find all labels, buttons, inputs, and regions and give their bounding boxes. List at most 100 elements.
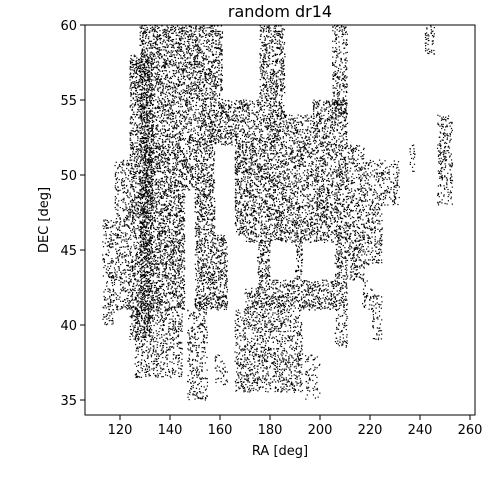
scatter-point bbox=[182, 266, 184, 269]
scatter-point bbox=[134, 199, 136, 201]
scatter-point bbox=[183, 55, 185, 57]
scatter-point bbox=[196, 189, 198, 191]
scatter-point bbox=[164, 155, 166, 157]
scatter-point bbox=[146, 195, 148, 197]
scatter-point bbox=[198, 218, 200, 220]
scatter-point bbox=[150, 109, 152, 111]
scatter-point bbox=[139, 270, 141, 272]
scatter-point bbox=[177, 85, 179, 87]
scatter-point bbox=[194, 33, 196, 36]
scatter-point bbox=[132, 144, 134, 146]
scatter-point bbox=[143, 239, 145, 241]
scatter-point bbox=[130, 251, 132, 253]
scatter-point bbox=[140, 307, 143, 310]
scatter-point bbox=[156, 302, 158, 304]
scatter-point bbox=[177, 125, 179, 127]
scatter-point bbox=[215, 275, 217, 278]
scatter-point bbox=[173, 125, 175, 127]
scatter-point bbox=[175, 64, 177, 66]
scatter-point bbox=[183, 41, 186, 43]
scatter-point bbox=[130, 211, 132, 214]
scatter-point bbox=[175, 278, 177, 280]
scatter-point bbox=[145, 316, 148, 318]
scatter-point bbox=[171, 173, 174, 175]
scatter-point bbox=[133, 175, 136, 178]
scatter-point bbox=[146, 100, 148, 102]
scatter-point bbox=[140, 82, 142, 84]
scatter-point bbox=[222, 137, 224, 140]
scatter-point bbox=[136, 207, 139, 209]
scatter-point bbox=[130, 57, 132, 60]
scatter-point bbox=[195, 160, 198, 162]
scatter-point bbox=[206, 283, 209, 285]
scatter-point bbox=[153, 299, 155, 301]
scatter-point bbox=[171, 59, 173, 61]
scatter-point bbox=[197, 85, 199, 87]
scatter-point bbox=[179, 304, 181, 306]
scatter-point bbox=[137, 153, 139, 155]
scatter-point bbox=[140, 285, 142, 287]
scatter-point bbox=[200, 215, 202, 217]
scatter-point bbox=[143, 121, 146, 123]
scatter-point bbox=[129, 134, 131, 136]
scatter-point bbox=[138, 85, 140, 87]
scatter-point bbox=[137, 131, 139, 133]
scatter-point bbox=[152, 256, 155, 258]
scatter-point bbox=[196, 178, 198, 180]
scatter-point bbox=[189, 151, 191, 153]
scatter-point bbox=[140, 194, 142, 196]
scatter-point bbox=[152, 184, 154, 186]
scatter-point bbox=[143, 96, 146, 98]
scatter-point bbox=[164, 129, 166, 131]
scatter-point bbox=[131, 203, 133, 206]
scatter-point bbox=[198, 63, 200, 65]
scatter-point bbox=[203, 138, 205, 140]
scatter-point bbox=[223, 308, 225, 311]
scatter-point bbox=[131, 309, 133, 311]
scatter-point bbox=[135, 334, 137, 336]
scatter-point bbox=[213, 270, 216, 273]
scatter-point bbox=[129, 72, 132, 74]
scatter-point bbox=[179, 133, 181, 135]
scatter-point bbox=[144, 264, 146, 267]
scatter-point bbox=[160, 261, 162, 263]
scatter-point bbox=[163, 283, 165, 285]
scatter-point bbox=[196, 74, 198, 76]
scatter-point bbox=[131, 265, 133, 267]
scatter-point bbox=[181, 221, 183, 223]
scatter-point bbox=[192, 35, 194, 37]
scatter-point bbox=[147, 89, 149, 91]
scatter-point bbox=[150, 51, 152, 53]
scatter-point bbox=[130, 278, 132, 280]
scatter-point bbox=[199, 303, 201, 305]
scatter-point bbox=[221, 132, 223, 135]
scatter-point bbox=[177, 102, 180, 104]
scatter-point bbox=[199, 144, 201, 146]
scatter-point bbox=[219, 43, 221, 46]
scatter-point bbox=[177, 42, 179, 45]
scatter-point bbox=[130, 89, 132, 91]
scatter-point bbox=[154, 300, 156, 302]
scatter-point bbox=[196, 57, 199, 60]
scatter-point bbox=[145, 58, 147, 60]
scatter-point bbox=[167, 145, 170, 148]
scatter-point bbox=[133, 197, 136, 199]
scatter-point bbox=[202, 63, 204, 65]
scatter-point bbox=[141, 274, 144, 276]
scatter-point bbox=[172, 220, 174, 222]
scatter-point bbox=[139, 127, 142, 129]
scatter-point bbox=[165, 61, 167, 63]
scatter-point bbox=[210, 249, 212, 251]
scatter-point bbox=[196, 234, 198, 236]
scatter-point bbox=[176, 54, 178, 56]
scatter-point bbox=[142, 58, 144, 61]
scatter-point bbox=[131, 76, 134, 78]
scatter-point bbox=[151, 223, 153, 225]
scatter-point bbox=[200, 154, 203, 156]
scatter-point bbox=[216, 81, 218, 83]
scatter-point bbox=[163, 161, 165, 163]
scatter-point bbox=[140, 159, 142, 161]
scatter-point bbox=[158, 54, 160, 56]
scatter-point bbox=[145, 184, 147, 186]
scatter-point bbox=[140, 64, 143, 66]
